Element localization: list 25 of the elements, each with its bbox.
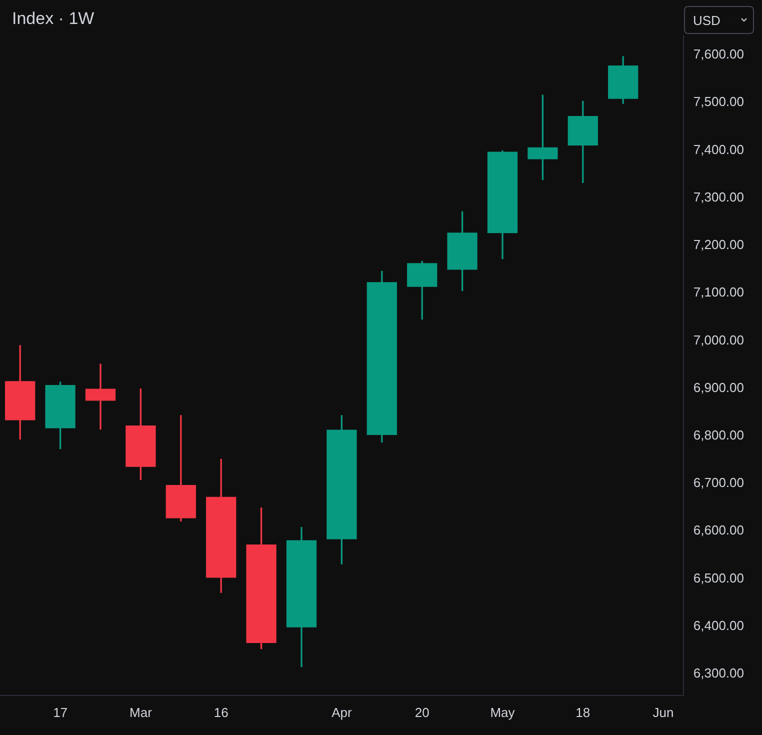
y-tick-label: 7,400.00 bbox=[693, 142, 744, 157]
x-tick-label: 16 bbox=[214, 704, 228, 720]
x-tick-label: Apr bbox=[332, 704, 352, 720]
y-tick-label: 6,700.00 bbox=[693, 475, 744, 490]
y-tick-label: 6,500.00 bbox=[693, 570, 744, 586]
y-tick-label: 7,200.00 bbox=[693, 237, 744, 252]
chart-title: Index · 1W bbox=[12, 9, 94, 29]
x-tick-label: May bbox=[490, 704, 516, 720]
y-tick-label: 6,600.00 bbox=[693, 522, 744, 538]
currency-dropdown: USD bbox=[684, 6, 754, 34]
y-tick-label: 6,900.00 bbox=[693, 380, 744, 395]
x-tick-label: 18 bbox=[576, 704, 590, 720]
x-tick-label: Jun bbox=[652, 704, 674, 720]
y-tick-label: 6,400.00 bbox=[693, 618, 744, 633]
y-tick-label: 7,500.00 bbox=[693, 94, 744, 110]
y-tick-label: 6,300.00 bbox=[693, 666, 744, 681]
y-tick-label: 6,800.00 bbox=[693, 428, 744, 443]
candlestick bbox=[85, 364, 116, 430]
x-tick-label: 20 bbox=[414, 704, 430, 720]
x-tick-label: Mar bbox=[130, 704, 153, 720]
y-tick-label: 7,100.00 bbox=[693, 284, 744, 300]
y-tick-label: 7,600.00 bbox=[693, 46, 744, 62]
y-tick-label: 7,000.00 bbox=[693, 332, 744, 348]
y-tick-label: 7,300.00 bbox=[693, 189, 744, 204]
x-tick-label: 17 bbox=[53, 704, 68, 720]
